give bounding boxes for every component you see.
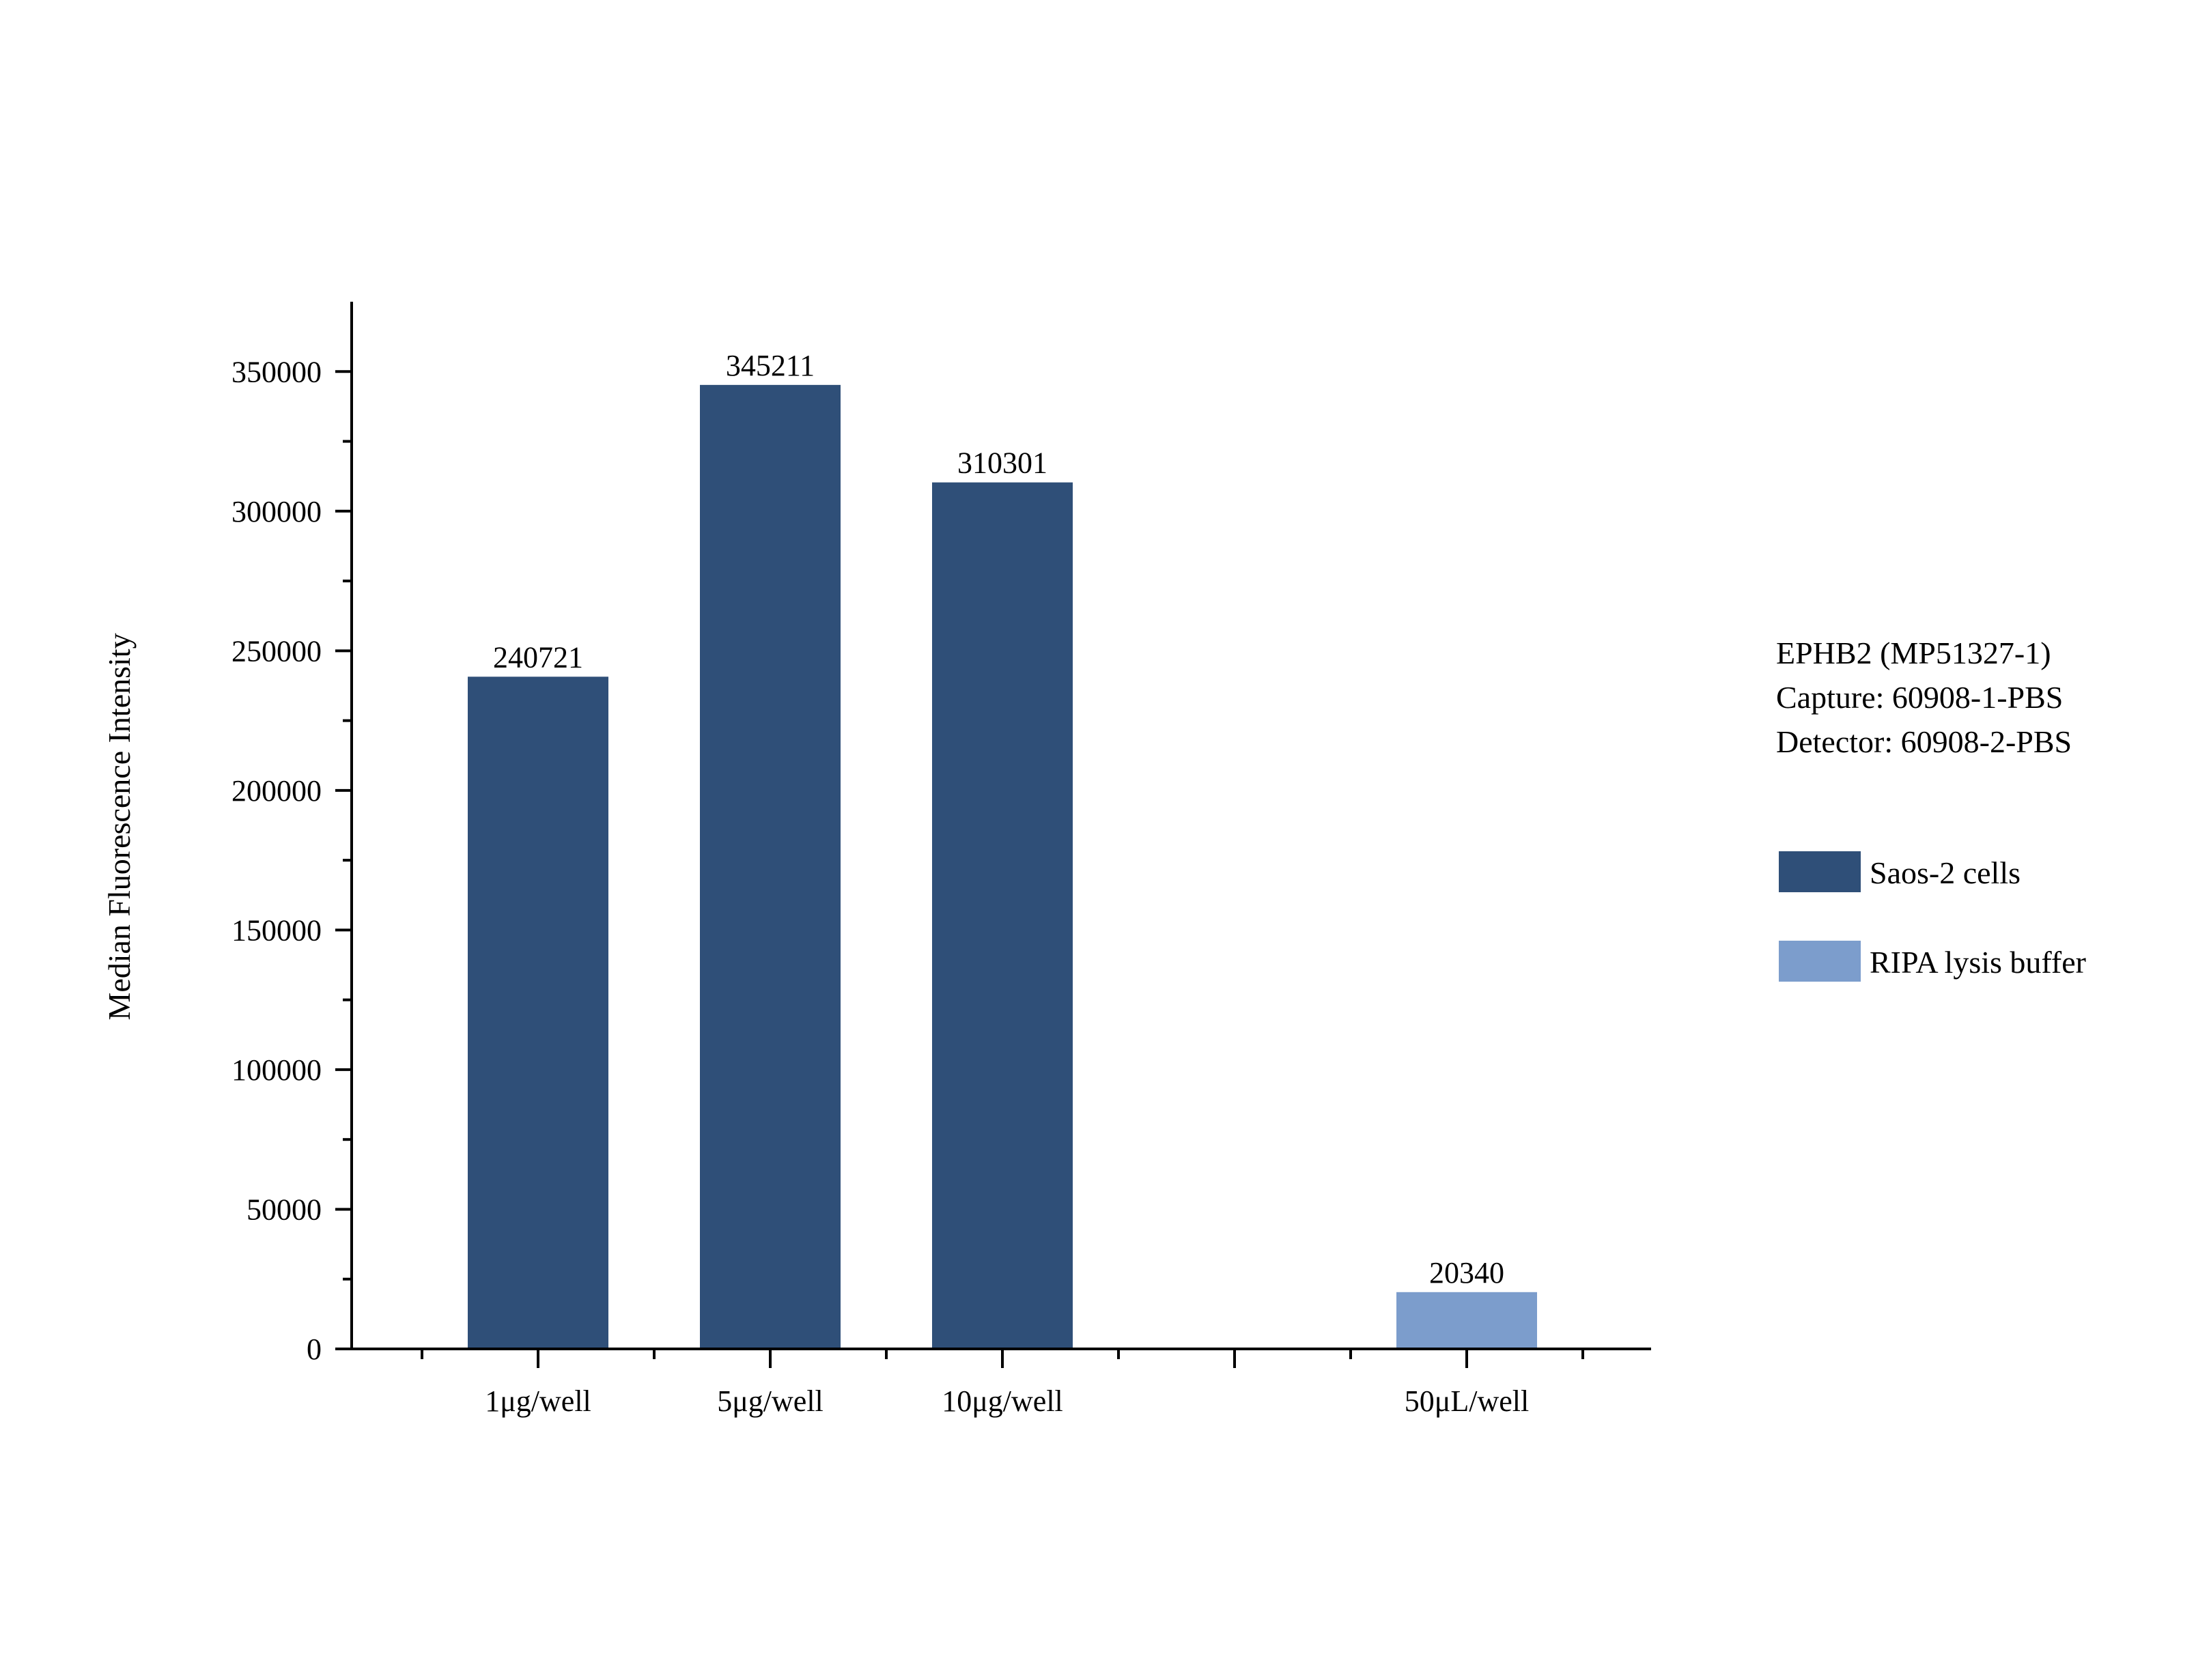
info-line-1: EPHB2 (MP51327-1)	[1776, 636, 2051, 670]
legend: Saos-2 cells RIPA lysis buffer	[1779, 851, 2086, 982]
x-tick-label: 10μg/well	[942, 1384, 1063, 1418]
info-line-2: Capture: 60908-1-PBS	[1776, 680, 2063, 715]
y-tick-label: 50000	[247, 1193, 322, 1226]
x-tick-label: 1μg/well	[485, 1384, 591, 1418]
bar-5μg/well	[700, 384, 841, 1349]
bar-value-label: 240721	[493, 640, 583, 674]
y-tick-label: 350000	[231, 355, 322, 388]
y-tick-label: 0	[307, 1333, 322, 1366]
y-axis-title: Median Fluorescence Intensity	[102, 633, 137, 1020]
bar-10μg/well	[932, 482, 1073, 1349]
legend-label-ripa-lysis-buffer: RIPA lysis buffer	[1870, 945, 2086, 980]
bar-value-label: 345211	[726, 349, 815, 382]
bar-value-label: 310301	[957, 446, 1047, 480]
y-tick-label: 200000	[231, 774, 322, 808]
info-panel: EPHB2 (MP51327-1) Capture: 60908-1-PBS D…	[1776, 636, 2072, 759]
info-line-3: Detector: 60908-2-PBS	[1776, 724, 2072, 759]
y-tick-label: 150000	[231, 913, 322, 947]
bar-50μL/well	[1396, 1292, 1537, 1349]
legend-label-saos-2-cells: Saos-2 cells	[1870, 855, 2021, 890]
x-tick-label: 5μg/well	[717, 1384, 824, 1418]
x-tick-label: 50μL/well	[1405, 1384, 1529, 1418]
y-tick-label: 100000	[231, 1053, 322, 1087]
legend-swatch-ripa-lysis-buffer	[1779, 941, 1861, 982]
bar-1μg/well	[468, 677, 608, 1349]
y-tick-label: 300000	[231, 495, 322, 528]
plot-area: 240721 345211 310301 20340 0 50000 100000 15000…	[231, 302, 1651, 1418]
legend-swatch-saos-2-cells	[1779, 851, 1861, 892]
y-tick-label: 250000	[231, 634, 322, 668]
bar-value-label: 20340	[1429, 1256, 1504, 1290]
